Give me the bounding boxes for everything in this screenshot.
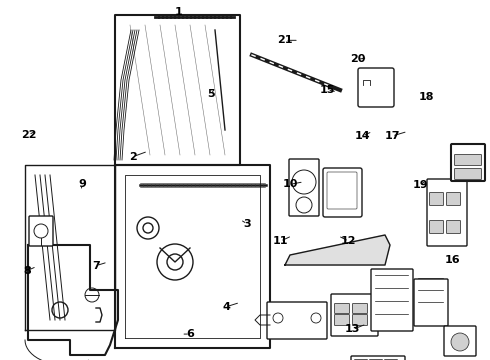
Text: 3: 3 bbox=[244, 219, 251, 229]
Text: 14: 14 bbox=[355, 131, 370, 141]
Text: 17: 17 bbox=[384, 131, 400, 141]
FancyBboxPatch shape bbox=[331, 294, 378, 336]
Text: 12: 12 bbox=[341, 236, 357, 246]
FancyBboxPatch shape bbox=[371, 269, 413, 331]
FancyBboxPatch shape bbox=[446, 220, 461, 234]
Text: 4: 4 bbox=[222, 302, 230, 312]
FancyBboxPatch shape bbox=[29, 216, 53, 246]
Text: 20: 20 bbox=[350, 54, 366, 64]
FancyBboxPatch shape bbox=[414, 279, 448, 326]
FancyBboxPatch shape bbox=[444, 326, 476, 356]
Text: 8: 8 bbox=[23, 266, 31, 276]
FancyBboxPatch shape bbox=[430, 220, 443, 234]
Text: 22: 22 bbox=[21, 130, 36, 140]
Circle shape bbox=[451, 333, 469, 351]
Text: 11: 11 bbox=[272, 236, 288, 246]
FancyBboxPatch shape bbox=[335, 315, 349, 325]
Text: 9: 9 bbox=[78, 179, 86, 189]
FancyBboxPatch shape bbox=[352, 315, 368, 325]
FancyBboxPatch shape bbox=[327, 172, 357, 209]
FancyBboxPatch shape bbox=[267, 302, 327, 339]
FancyBboxPatch shape bbox=[451, 144, 485, 181]
Text: 13: 13 bbox=[345, 324, 361, 334]
Text: 1: 1 bbox=[175, 6, 183, 17]
Polygon shape bbox=[285, 235, 390, 265]
FancyBboxPatch shape bbox=[430, 193, 443, 206]
Text: 19: 19 bbox=[413, 180, 428, 190]
Text: 18: 18 bbox=[418, 92, 434, 102]
Text: 6: 6 bbox=[186, 329, 194, 339]
Text: 10: 10 bbox=[282, 179, 298, 189]
Text: 5: 5 bbox=[207, 89, 215, 99]
FancyBboxPatch shape bbox=[446, 193, 461, 206]
Text: 7: 7 bbox=[92, 261, 100, 271]
FancyBboxPatch shape bbox=[352, 303, 368, 314]
FancyBboxPatch shape bbox=[335, 303, 349, 314]
FancyBboxPatch shape bbox=[323, 168, 362, 217]
FancyBboxPatch shape bbox=[427, 179, 467, 246]
Text: 16: 16 bbox=[445, 255, 461, 265]
Text: 15: 15 bbox=[319, 85, 335, 95]
Text: 2: 2 bbox=[129, 152, 137, 162]
FancyBboxPatch shape bbox=[289, 159, 319, 216]
FancyBboxPatch shape bbox=[351, 356, 405, 360]
FancyBboxPatch shape bbox=[455, 168, 482, 180]
FancyBboxPatch shape bbox=[455, 154, 482, 166]
Text: 21: 21 bbox=[277, 35, 293, 45]
Circle shape bbox=[143, 223, 153, 233]
FancyBboxPatch shape bbox=[358, 68, 394, 107]
